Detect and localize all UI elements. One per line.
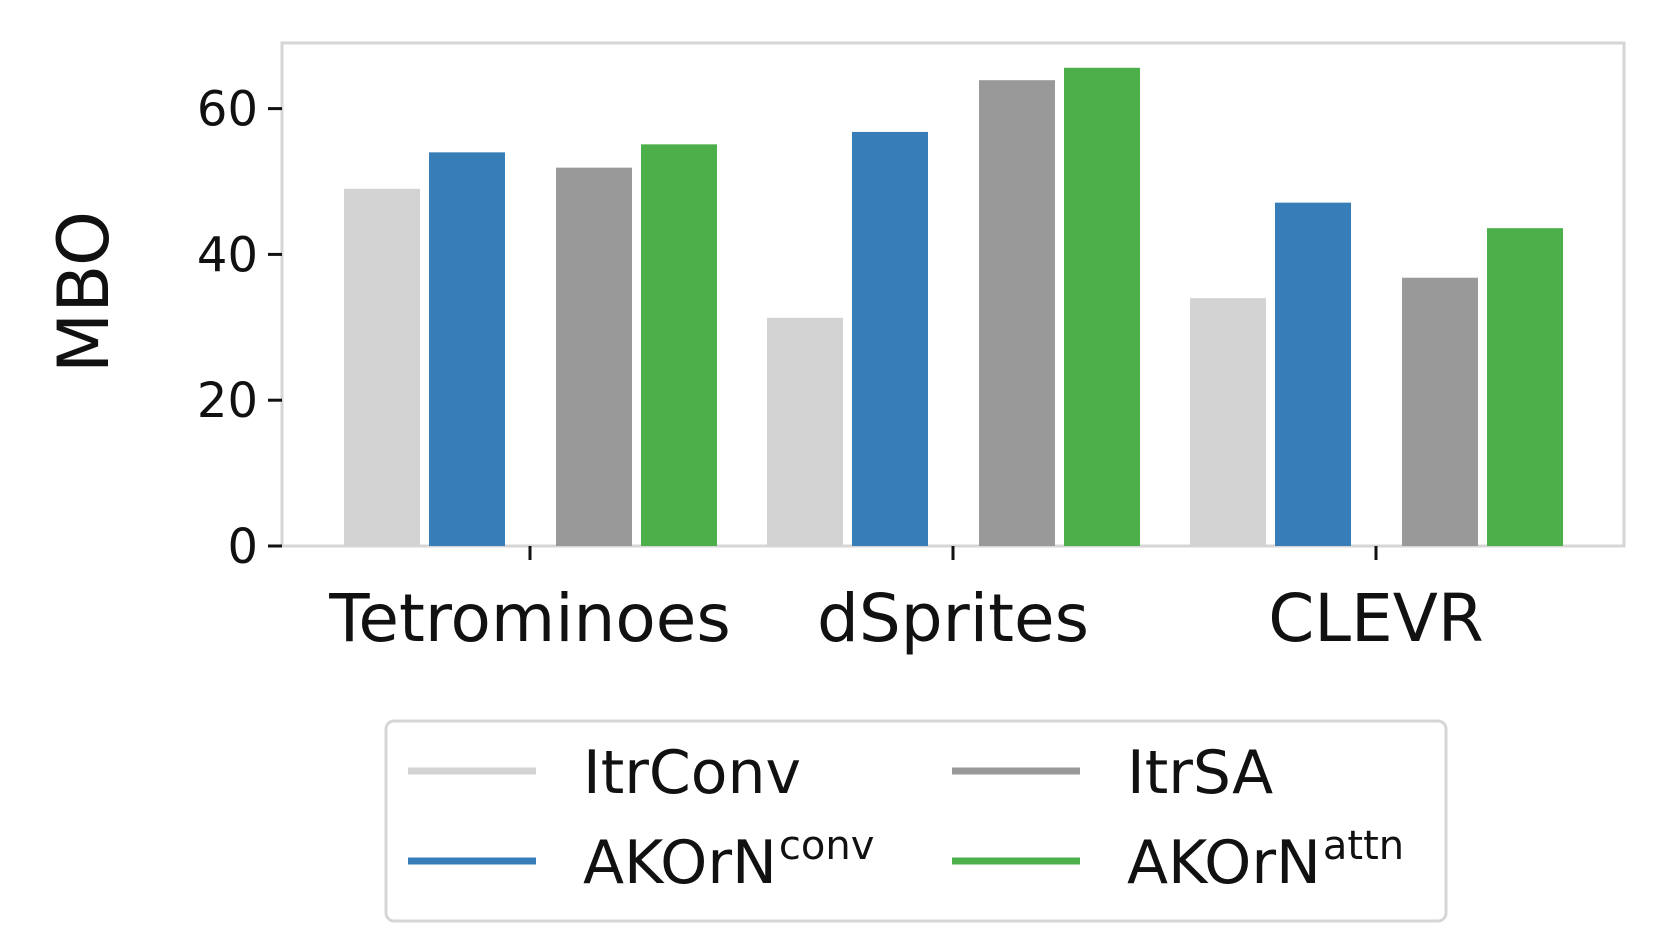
legend-label-itrsa: ItrSA: [1127, 738, 1273, 808]
y-tick-label: 20: [197, 373, 258, 429]
bar-itrconv-dsprites: [767, 317, 843, 546]
legend-label-akornconv: AKOrNconv: [583, 823, 874, 898]
legend-label-itrconv: ItrConv: [583, 738, 801, 808]
bar-itrsa-clevr: [1402, 277, 1478, 546]
legend-box: [384, 719, 1448, 923]
bar-itrconv-tetrominoes: [344, 188, 420, 546]
x-tick-label: dSprites: [817, 580, 1089, 657]
x-tick-label: CLEVR: [1268, 580, 1484, 657]
x-tick-label: Tetrominoes: [328, 580, 730, 657]
y-tick-label: 0: [227, 519, 258, 575]
x-axis: Tetrominoes dSprites CLEVR: [328, 546, 1484, 657]
bar-itrsa-dsprites: [979, 80, 1055, 547]
bar-itrsa-tetrominoes: [556, 167, 632, 546]
legend: ItrConv AKOrNconv ItrSA AKOrNattn: [384, 719, 1448, 923]
bar-itrconv-clevr: [1190, 298, 1266, 546]
bar-akornconv-tetrominoes: [429, 152, 505, 546]
legend-label-akornattn: AKOrNattn: [1127, 823, 1404, 898]
bar-akornconv-clevr: [1275, 202, 1351, 546]
plot-area: 0 20 40 60 Tetrominoes dSprites CLEVR: [197, 41, 1626, 657]
bars: [344, 67, 1563, 547]
y-axis: 0 20 40 60: [197, 82, 282, 575]
bar-akornattn-clevr: [1487, 228, 1563, 546]
y-tick-label: 60: [197, 82, 258, 138]
y-axis-label: MBO: [43, 211, 125, 373]
bar-akornattn-tetrominoes: [641, 144, 717, 546]
bar-akornattn-dsprites: [1064, 67, 1140, 546]
bar-akornconv-dsprites: [852, 131, 928, 547]
y-tick-label: 40: [197, 227, 258, 283]
